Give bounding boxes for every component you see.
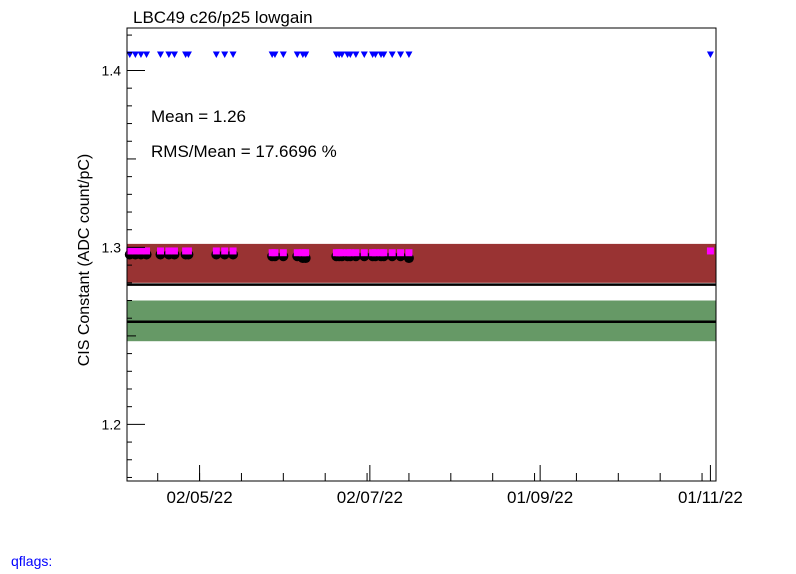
point-square-22 [346, 249, 354, 257]
point-triangle-down-17 [302, 51, 310, 59]
point-square-15 [293, 249, 301, 257]
point-triangle-down-5 [165, 51, 173, 59]
x-tick-label-3: 01/11/22 [678, 488, 743, 507]
point-square-14 [279, 249, 287, 257]
point-square-3 [143, 247, 151, 255]
point-square-10 [221, 247, 229, 255]
point-triangle-down-20 [338, 51, 346, 59]
point-triangle-down-29 [388, 51, 396, 59]
y-tick-label-0: 1.2 [102, 416, 122, 432]
point-square-6 [170, 247, 178, 255]
point-square-23 [352, 249, 360, 257]
point-triangle-down-24 [360, 51, 368, 59]
point-triangle-down-6 [170, 51, 178, 59]
point-square-5 [165, 247, 173, 255]
point-square-26 [371, 249, 379, 257]
point-triangle-down-4 [156, 51, 164, 59]
point-square-29 [388, 249, 396, 257]
x-tick-label-0: 02/05/22 [166, 488, 232, 507]
point-square-4 [156, 247, 164, 255]
y-tick-label-1: 1.3 [102, 239, 122, 255]
point-triangle-down-28 [380, 51, 388, 59]
point-square-11 [229, 247, 237, 255]
point-triangle-down-31 [405, 51, 413, 59]
point-triangle-down-13 [271, 51, 279, 59]
point-triangle-down-8 [184, 51, 192, 59]
plot-frame [126, 27, 717, 482]
point-square-30 [397, 249, 405, 257]
point-triangle-down-22 [346, 51, 354, 59]
point-square-0 [126, 247, 134, 255]
point-square-13 [271, 249, 279, 257]
point-triangle-down-15 [293, 51, 301, 59]
point-triangle-down-2 [137, 51, 145, 59]
point-triangle-down-30 [397, 51, 405, 59]
point-triangle-down-3 [143, 51, 151, 59]
point-square-1 [131, 247, 139, 255]
point-square-8 [184, 247, 192, 255]
y-axis-label: CIS Constant (ADC count/pC) [76, 154, 93, 367]
x-tick-label-1: 02/07/22 [337, 488, 403, 507]
point-triangle-down-9 [212, 51, 220, 59]
point-square-2 [137, 247, 145, 255]
point-triangle-down-26 [371, 51, 379, 59]
qflags-label: qflags: [11, 553, 53, 569]
point-square-32 [706, 247, 714, 255]
point-triangle-down-23 [352, 51, 360, 59]
point-square-9 [212, 247, 220, 255]
rms-label: RMS/Mean = 17.6696 % [151, 142, 337, 161]
point-square-31 [405, 249, 413, 257]
point-square-17 [302, 249, 310, 257]
point-triangle-down-1 [131, 51, 139, 59]
y-tick-label-2: 1.4 [102, 62, 122, 78]
chart-title: LBC49 c26/p25 lowgain [133, 8, 313, 27]
x-tick-label-2: 01/09/22 [507, 488, 573, 507]
point-triangle-down-32 [706, 51, 714, 59]
point-square-28 [380, 249, 388, 257]
point-square-20 [338, 249, 346, 257]
point-triangle-down-11 [229, 51, 237, 59]
point-square-24 [360, 249, 368, 257]
point-triangle-down-10 [221, 51, 229, 59]
point-triangle-down-14 [279, 51, 287, 59]
mean-label: Mean = 1.26 [151, 107, 246, 126]
